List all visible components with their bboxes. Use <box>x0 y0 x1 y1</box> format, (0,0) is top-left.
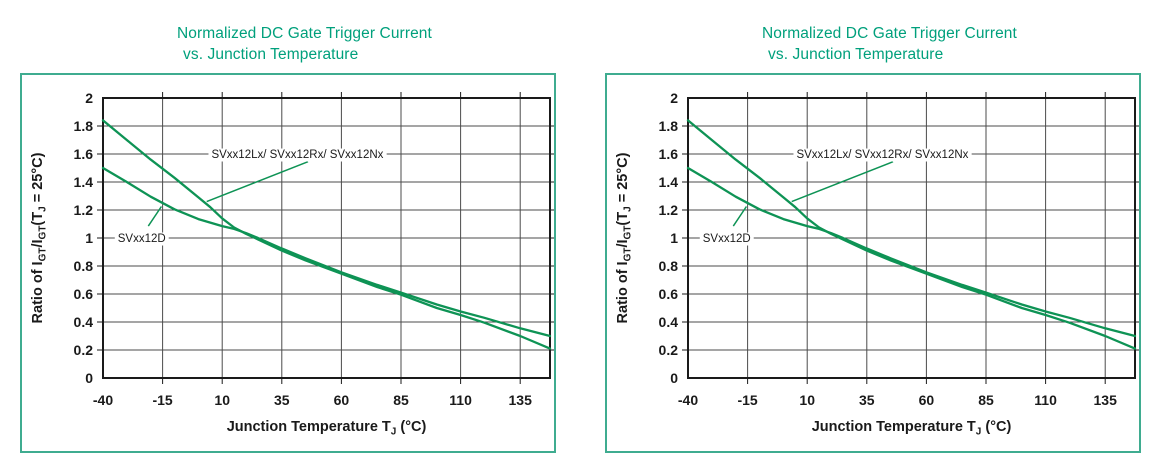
chart-panel-left: Normalized DC Gate Trigger Current vs. J… <box>20 23 556 453</box>
curve-annotations: SVxx12Lx/ SVxx12Rx/ SVxx12Nx SVxx12D <box>699 148 972 246</box>
x-axis-title: Junction Temperature TJ (°C) <box>812 419 1012 438</box>
svg-text:1.8: 1.8 <box>74 118 94 134</box>
curve-label-mask-0 <box>208 148 387 162</box>
grid <box>688 98 1135 378</box>
svg-text:-40: -40 <box>93 392 113 408</box>
curve-label-mask-0 <box>793 148 972 162</box>
svg-text:10: 10 <box>214 392 230 408</box>
svg-text:2: 2 <box>670 90 678 106</box>
leader-line-1 <box>732 206 748 227</box>
svg-text:0.6: 0.6 <box>659 286 679 302</box>
leader-line-0 <box>791 161 894 203</box>
series-curve-1 <box>101 166 552 338</box>
svg-text:0.2: 0.2 <box>74 342 94 358</box>
svg-text:35: 35 <box>274 392 290 408</box>
svg-text:110: 110 <box>449 392 472 408</box>
series-curve-0 <box>101 119 552 350</box>
curve-label-0: SVxx12Lx/ SVxx12Rx/ SVxx12Nx <box>211 149 383 161</box>
leader-line-0 <box>206 161 309 203</box>
svg-text:135: 135 <box>1094 392 1118 408</box>
svg-text:0: 0 <box>670 370 678 386</box>
chart-title-line1: Normalized DC Gate Trigger Current <box>762 25 1017 42</box>
chart-title-line2: vs. Junction Temperature <box>183 46 359 63</box>
chart-title-line2: vs. Junction Temperature <box>768 46 944 63</box>
chart-frame: SVxx12Lx/ SVxx12Rx/ SVxx12Nx SVxx12D -40 -1… <box>605 73 1141 453</box>
svg-text:1.4: 1.4 <box>74 174 94 190</box>
svg-text:1.8: 1.8 <box>659 118 679 134</box>
x-axis-title: Junction Temperature TJ (°C) <box>227 419 427 438</box>
tick-labels: -40 -15 10 35 60 85 110 135 0 0.2 0.4 0.6 0.8 1 1.2 1.4… <box>74 90 533 408</box>
gate-trigger-current-chart: SVxx12Lx/ SVxx12Rx/ SVxx12Nx SVxx12D -40 -1… <box>615 90 1139 438</box>
curve-label-1: SVxx12D <box>703 233 751 245</box>
chart-title: Normalized DC Gate Trigger Current vs. J… <box>177 23 432 65</box>
svg-text:0.2: 0.2 <box>659 342 679 358</box>
svg-text:2: 2 <box>85 90 93 106</box>
leader-line-1 <box>147 206 163 227</box>
svg-text:1.6: 1.6 <box>659 146 679 162</box>
svg-text:135: 135 <box>509 392 533 408</box>
svg-text:1: 1 <box>670 230 678 246</box>
curve-label-mask-1 <box>699 232 754 246</box>
svg-text:60: 60 <box>334 392 350 408</box>
svg-text:0.4: 0.4 <box>659 314 679 330</box>
svg-text:-40: -40 <box>678 392 698 408</box>
curve-label-1: SVxx12D <box>118 233 166 245</box>
series-curves <box>101 119 552 350</box>
plot-frame <box>102 97 551 379</box>
svg-text:85: 85 <box>978 392 994 408</box>
svg-text:60: 60 <box>919 392 935 408</box>
series-curve-0 <box>686 119 1137 350</box>
y-axis-title: Ratio of IGT/IGT(TJ = 25°C) <box>30 152 49 323</box>
svg-text:85: 85 <box>393 392 409 408</box>
chart-panel-right: Normalized DC Gate Trigger Current vs. J… <box>585 0 1170 472</box>
gate-trigger-current-chart: SVxx12Lx/ SVxx12Rx/ SVxx12Nx SVxx12D -40 -1… <box>30 90 554 438</box>
svg-text:0: 0 <box>85 370 93 386</box>
grid <box>103 98 550 378</box>
svg-text:0.8: 0.8 <box>74 258 94 274</box>
svg-text:10: 10 <box>799 392 815 408</box>
svg-text:-15: -15 <box>152 392 172 408</box>
tick-labels: -40 -15 10 35 60 85 110 135 0 0.2 0.4 0.6 0.8 1 1.2 1.4… <box>659 90 1118 408</box>
series-curve-1 <box>686 166 1137 338</box>
svg-text:110: 110 <box>1034 392 1057 408</box>
svg-text:0.4: 0.4 <box>74 314 94 330</box>
chart-frame: SVxx12Lx/ SVxx12Rx/ SVxx12Nx SVxx12D -40 -1… <box>20 73 556 453</box>
svg-text:1: 1 <box>85 230 93 246</box>
svg-text:-15: -15 <box>737 392 757 408</box>
svg-text:1.2: 1.2 <box>74 202 94 218</box>
chart-title-line1: Normalized DC Gate Trigger Current <box>177 25 432 42</box>
plot-frame <box>687 97 1136 379</box>
series-curves <box>686 119 1137 350</box>
svg-text:1.2: 1.2 <box>659 202 679 218</box>
svg-text:0.6: 0.6 <box>74 286 94 302</box>
y-axis-title: Ratio of IGT/IGT(TJ = 25°C) <box>615 152 634 323</box>
svg-text:0.8: 0.8 <box>659 258 679 274</box>
curve-annotations: SVxx12Lx/ SVxx12Rx/ SVxx12Nx SVxx12D <box>114 148 387 246</box>
svg-text:1.4: 1.4 <box>659 174 679 190</box>
svg-text:35: 35 <box>859 392 875 408</box>
svg-text:1.6: 1.6 <box>74 146 94 162</box>
curve-label-0: SVxx12Lx/ SVxx12Rx/ SVxx12Nx <box>796 149 968 161</box>
curve-label-mask-1 <box>114 232 169 246</box>
chart-title: Normalized DC Gate Trigger Current vs. J… <box>762 23 1017 65</box>
